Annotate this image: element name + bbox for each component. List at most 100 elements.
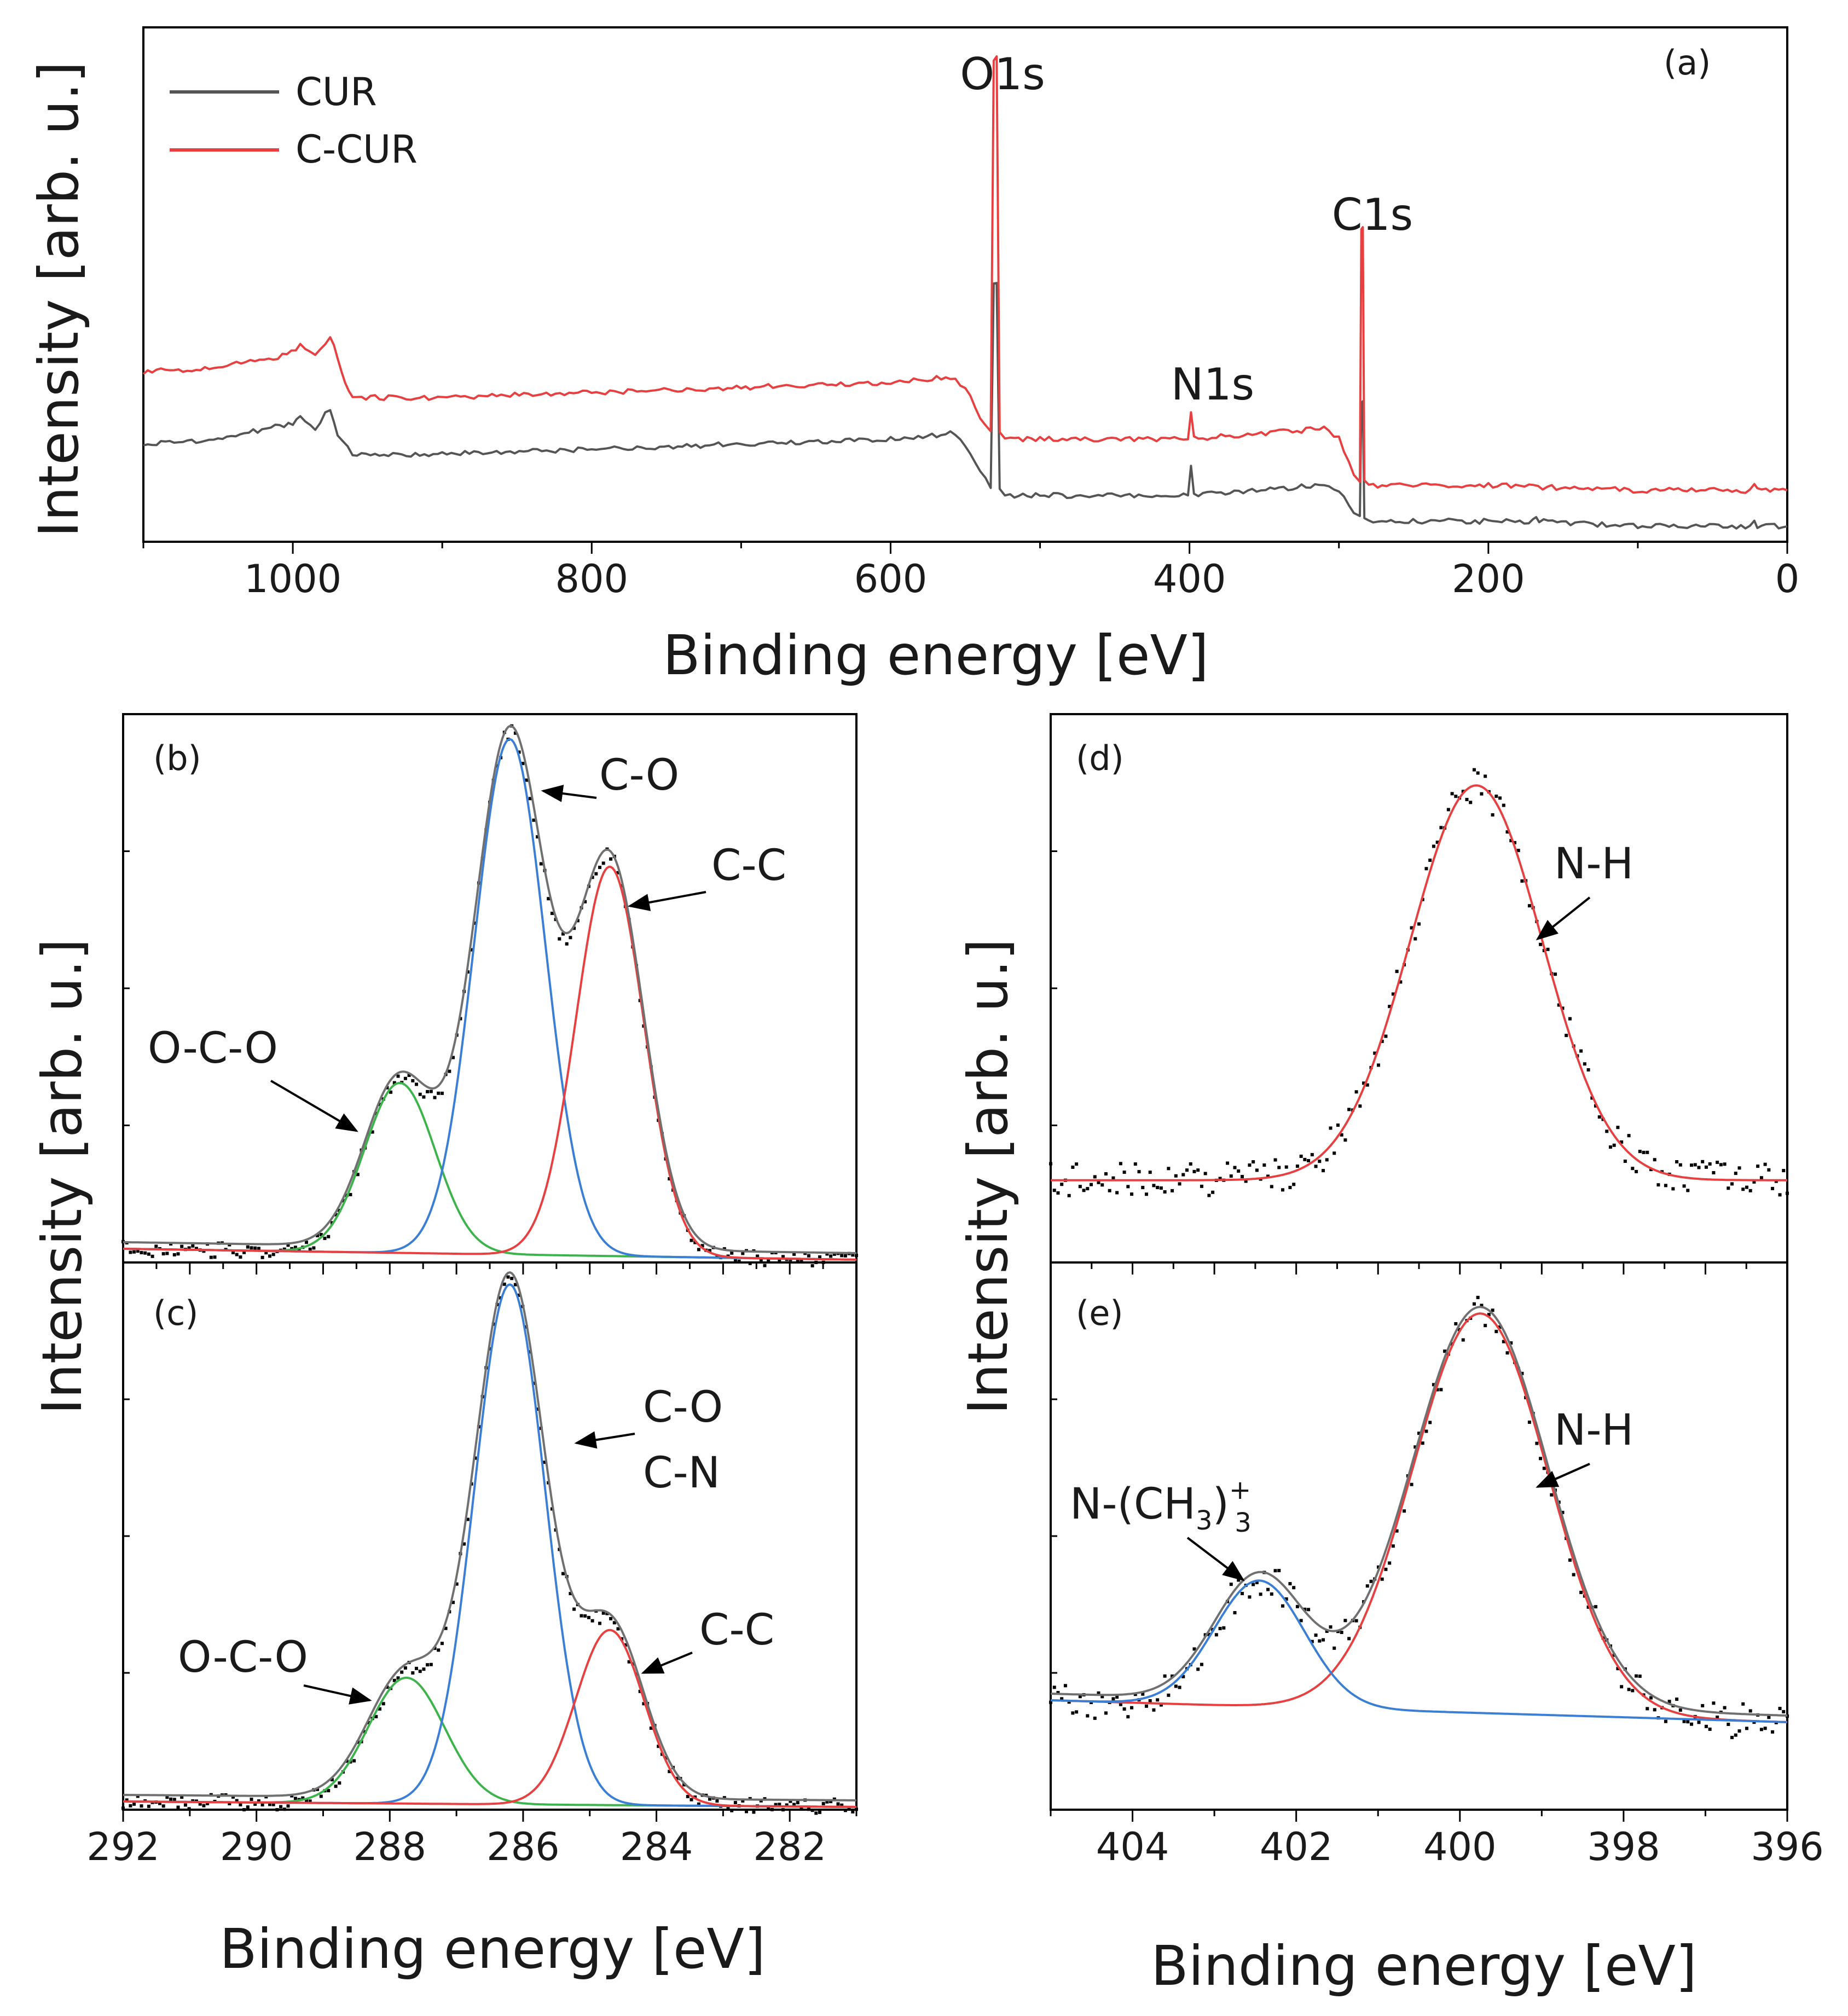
data-point-b (235, 1253, 239, 1256)
data-point-c (268, 1803, 271, 1806)
annotation-b-co: C-O (599, 751, 679, 800)
data-point-d (1516, 849, 1520, 853)
data-point-b (818, 1255, 821, 1259)
data-point-c (726, 1807, 730, 1811)
data-point-e (1675, 1698, 1679, 1701)
data-point-e (1476, 1295, 1480, 1299)
data-point-d (1561, 1006, 1565, 1010)
data-point-c (422, 1667, 426, 1671)
data-point-b (609, 857, 613, 861)
data-point-d (1252, 1160, 1255, 1164)
data-point-c (316, 1787, 320, 1791)
data-point-d (1141, 1186, 1145, 1190)
data-point-c (536, 1407, 540, 1411)
data-point-d (1075, 1162, 1079, 1166)
data-point-e (1078, 1695, 1082, 1699)
data-point-e (1284, 1597, 1288, 1601)
data-point-e (1763, 1727, 1767, 1730)
data-point-b (576, 919, 580, 923)
data-point-e (1207, 1632, 1211, 1636)
data-point-b (415, 1082, 418, 1086)
annotation-c-co: C-O (643, 1383, 723, 1432)
data-point-d (1642, 1150, 1646, 1154)
data-point-b (121, 1240, 125, 1244)
data-point-d (1612, 1143, 1616, 1147)
fit-component-e-1 (1050, 1579, 1788, 1723)
data-point-e (1786, 1714, 1789, 1718)
data-point-c (121, 1806, 125, 1810)
annotation-o1s: O1s (960, 49, 1045, 100)
data-point-d (1498, 796, 1502, 800)
annotation-arrow-b-2 (270, 1080, 358, 1132)
fit-component-d-0 (1051, 784, 1787, 1181)
fit-component-e-0 (1050, 1312, 1788, 1723)
data-point-d (1759, 1176, 1763, 1180)
data-point-e (1354, 1619, 1358, 1623)
data-point-d (1126, 1185, 1130, 1189)
data-point-c (778, 1803, 781, 1806)
data-point-d (1410, 926, 1413, 930)
data-point-e (1126, 1715, 1130, 1719)
data-point-d (1395, 970, 1399, 974)
data-point-e (1539, 1457, 1543, 1461)
data-point-d (1108, 1189, 1111, 1192)
data-point-b (800, 1259, 803, 1263)
data-point-e (1391, 1544, 1395, 1548)
fit-envelope-e (1050, 1306, 1788, 1717)
data-point-d (1244, 1179, 1248, 1183)
data-point-c (400, 1670, 404, 1674)
data-point-d (1376, 1063, 1380, 1067)
data-point-c (125, 1798, 129, 1802)
data-point-b (851, 1253, 855, 1257)
data-point-e (1049, 1700, 1052, 1704)
data-point-c (506, 1275, 510, 1279)
data-point-b (601, 861, 605, 865)
data-point-b (374, 1111, 378, 1115)
data-point-d (1288, 1185, 1292, 1189)
data-point-c (169, 1797, 173, 1801)
data-point-b (172, 1253, 176, 1256)
data-point-e (1100, 1695, 1104, 1699)
data-point-e (1111, 1697, 1115, 1701)
annotation-b-oco: O-C-O (148, 1024, 278, 1073)
data-point-e (1572, 1573, 1575, 1577)
data-point-e (1701, 1704, 1705, 1707)
data-point-e (1767, 1716, 1771, 1719)
data-point-e (1737, 1729, 1741, 1733)
data-point-c (800, 1806, 803, 1810)
data-point-e (1067, 1700, 1071, 1704)
data-point-b (741, 1252, 745, 1255)
data-point-b (191, 1244, 195, 1248)
data-point-e (1535, 1441, 1539, 1445)
data-point-e (1200, 1662, 1203, 1666)
data-point-d (1465, 798, 1469, 802)
panel-d-n1s-cur (1049, 713, 1789, 1275)
data-point-d (1413, 937, 1417, 941)
data-point-b (781, 1255, 785, 1259)
data-point-b (583, 900, 587, 903)
data-point-c (242, 1808, 246, 1812)
data-point-d (1678, 1163, 1682, 1167)
data-point-d (1568, 1017, 1572, 1021)
data-point-c (444, 1626, 448, 1630)
data-point-d (1325, 1158, 1329, 1162)
data-point-d (1318, 1160, 1322, 1163)
panel-a-label: (a) (1664, 43, 1711, 83)
data-point-c (455, 1582, 459, 1586)
data-point-d (1476, 771, 1480, 775)
fit-envelope-c (123, 1271, 856, 1801)
data-point-b (213, 1255, 217, 1259)
data-point-d (1207, 1194, 1211, 1197)
data-point-d (1557, 1003, 1561, 1007)
data-point-e (1782, 1710, 1786, 1713)
data-point-d (1347, 1108, 1351, 1111)
data-point-e (1343, 1619, 1347, 1623)
data-point-b (590, 876, 594, 879)
data-point-b (778, 1258, 781, 1262)
x-tick-label-e: 398 (1587, 1824, 1660, 1869)
data-point-b (271, 1253, 275, 1256)
data-point-e (1413, 1445, 1417, 1449)
data-point-d (1262, 1163, 1266, 1167)
data-point-d (1362, 1081, 1366, 1085)
data-point-d (1211, 1190, 1215, 1194)
